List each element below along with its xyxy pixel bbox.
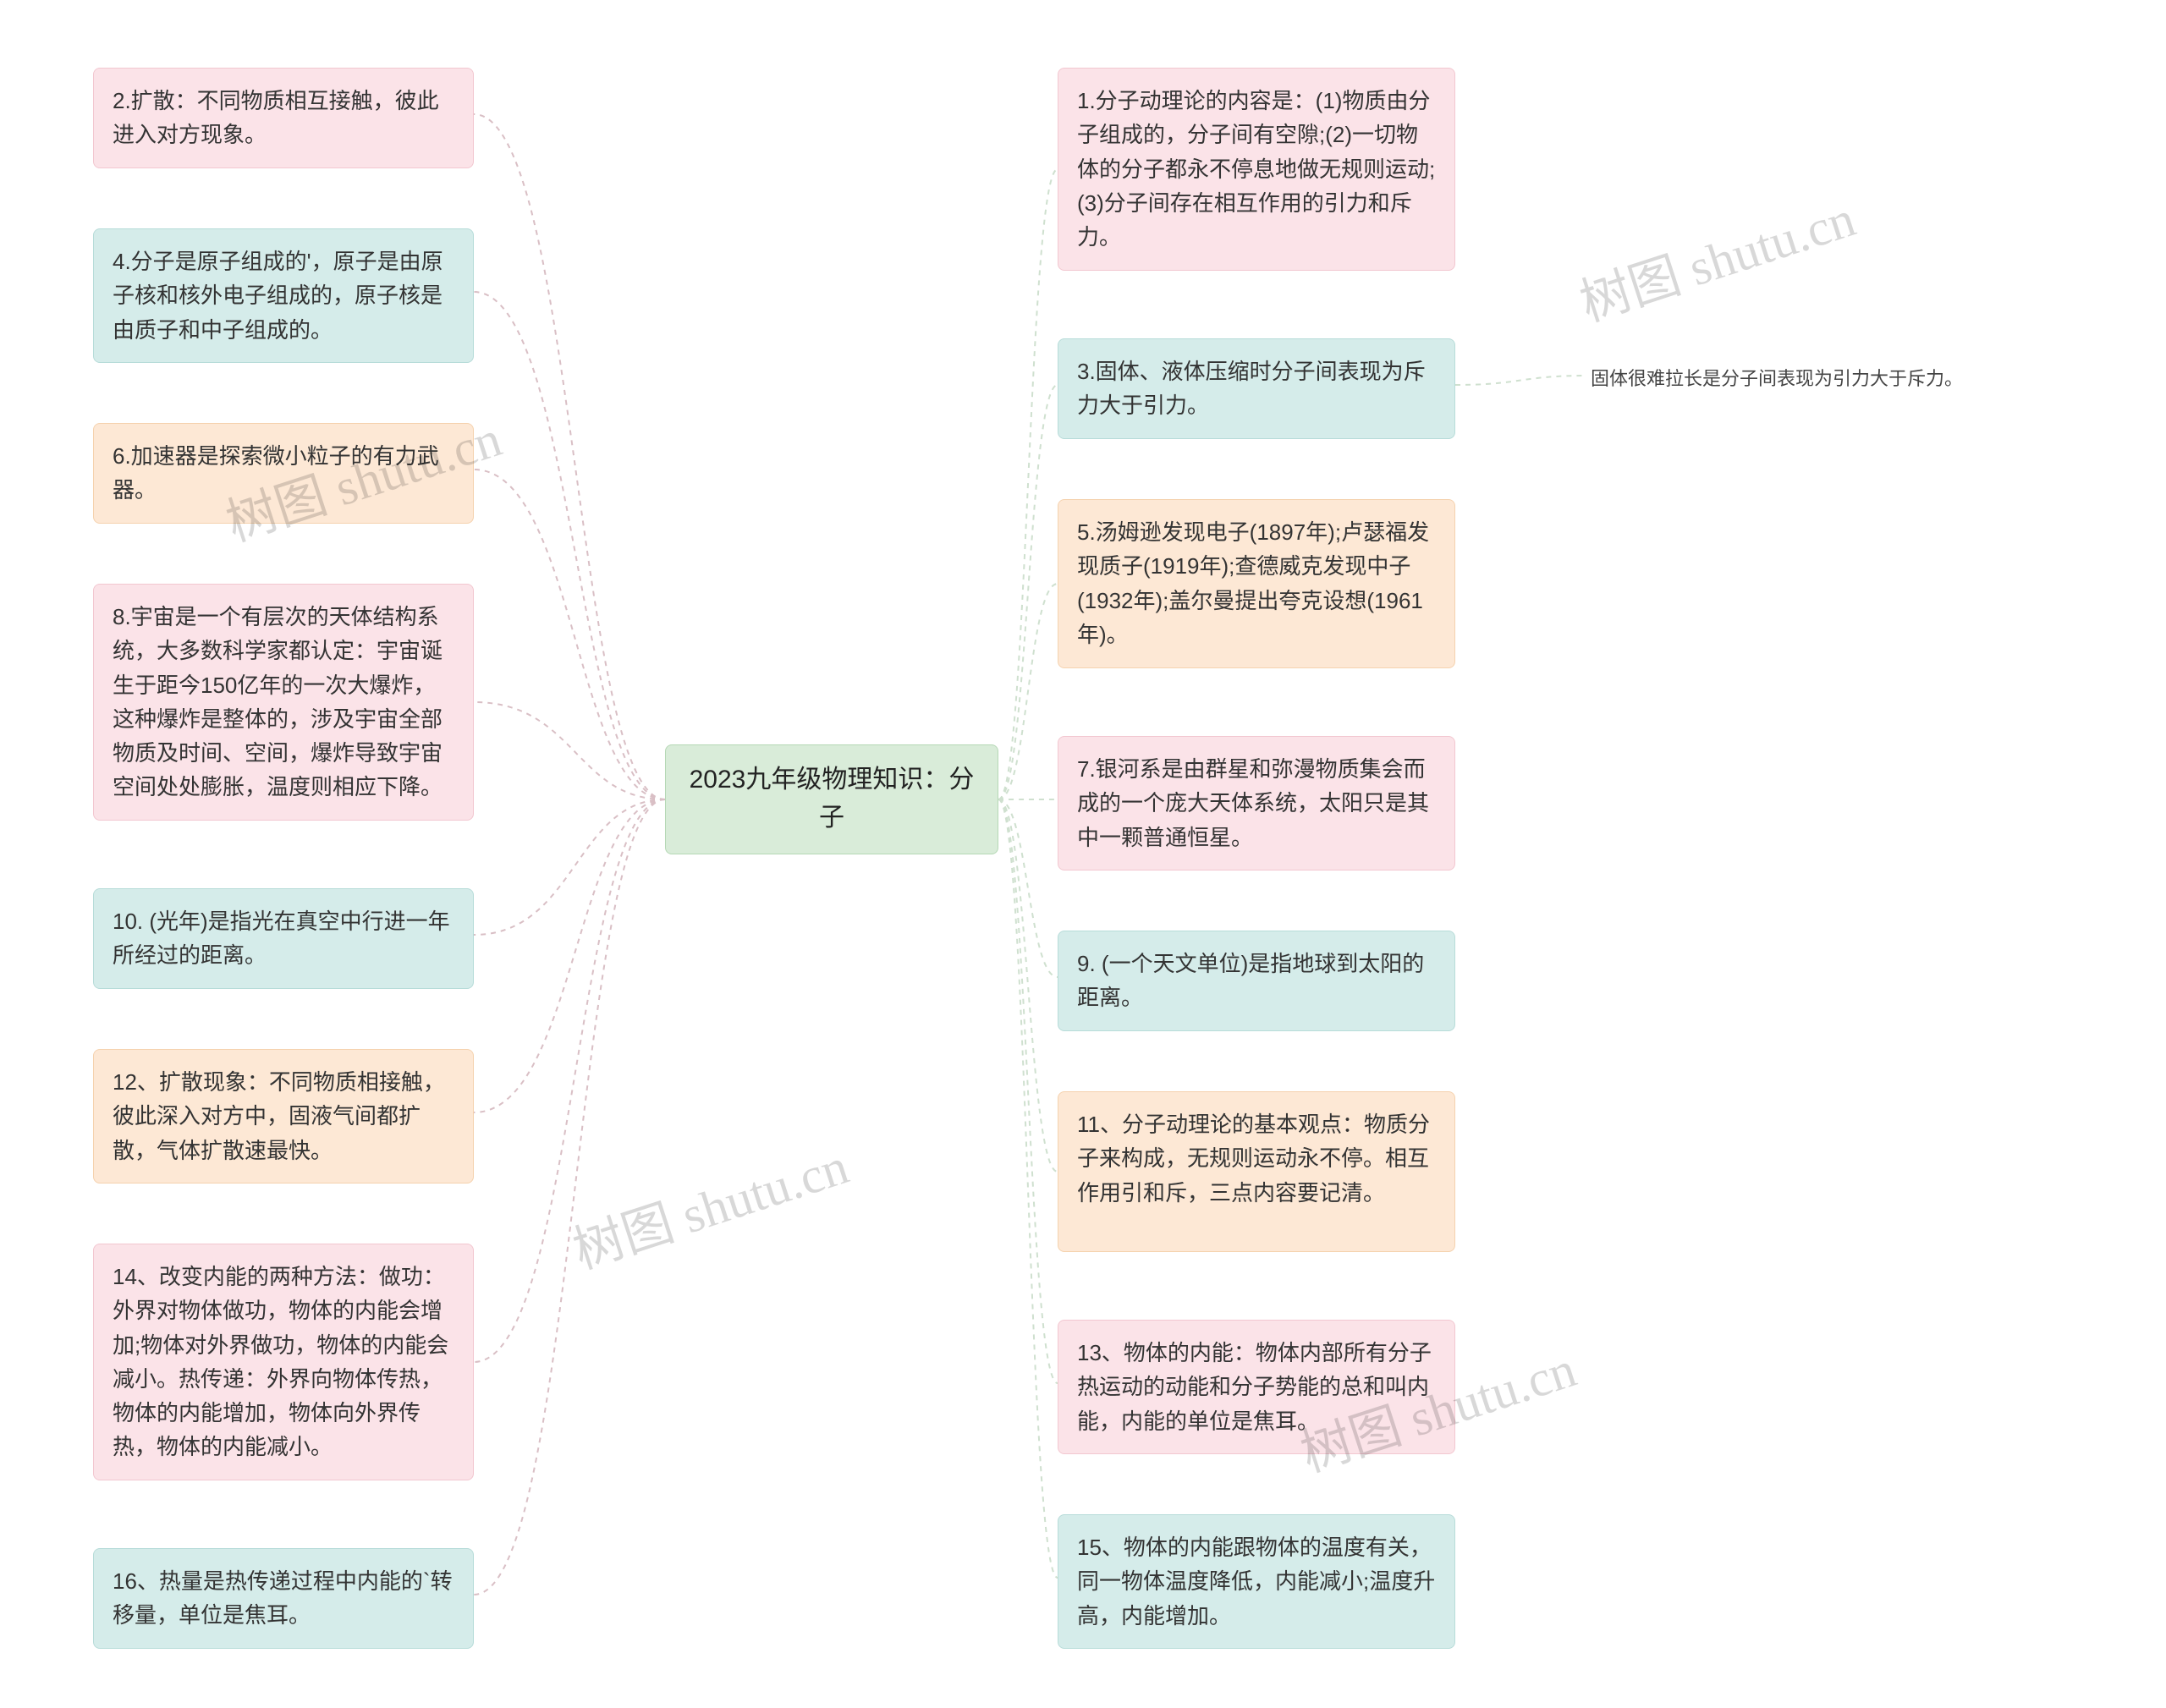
watermark: 树图 shutu.cn	[563, 1125, 856, 1283]
left-node: 4.分子是原子组成的'，原子是由原子核和核外电子组成的，原子核是由质子和中子组成…	[93, 228, 474, 363]
right-node: 5.汤姆逊发现电子(1897年);卢瑟福发现质子(1919年);查德威克发现中子…	[1058, 499, 1455, 668]
center-node: 2023九年级物理知识：分子	[665, 744, 998, 854]
right-node: 9. (一个天文单位)是指地球到太阳的距离。	[1058, 931, 1455, 1031]
sub-note: 固体很难拉长是分子间表现为引力大于斥力。	[1591, 364, 1963, 391]
left-node: 16、热量是热传递过程中内能的`转移量，单位是焦耳。	[93, 1548, 474, 1649]
right-node: 3.固体、液体压缩时分子间表现为斥力大于引力。	[1058, 338, 1455, 439]
left-node: 8.宇宙是一个有层次的天体结构系统，大多数科学家都认定：宇宙诞生于距今150亿年…	[93, 584, 474, 821]
left-node: 2.扩散：不同物质相互接触，彼此进入对方现象。	[93, 68, 474, 168]
right-node: 7.银河系是由群星和弥漫物质集会而成的一个庞大天体系统，太阳只是其中一颗普通恒星…	[1058, 736, 1455, 870]
left-node: 12、扩散现象：不同物质相接触，彼此深入对方中，固液气间都扩散，气体扩散速最快。	[93, 1049, 474, 1184]
watermark: 树图 shutu.cn	[1570, 178, 1863, 336]
left-node: 14、改变内能的两种方法：做功：外界对物体做功，物体的内能会增加;物体对外界做功…	[93, 1244, 474, 1480]
left-node: 10. (光年)是指光在真空中行进一年所经过的距离。	[93, 888, 474, 989]
right-node: 1.分子动理论的内容是：(1)物质由分子组成的，分子间有空隙;(2)一切物体的分…	[1058, 68, 1455, 271]
right-node: 15、物体的内能跟物体的温度有关，同一物体温度降低，内能减小;温度升高，内能增加…	[1058, 1514, 1455, 1649]
right-node: 13、物体的内能：物体内部所有分子热运动的动能和分子势能的总和叫内能，内能的单位…	[1058, 1320, 1455, 1454]
right-node: 11、分子动理论的基本观点：物质分子来构成，无规则运动永不停。相互作用引和斥，三…	[1058, 1091, 1455, 1252]
left-node: 6.加速器是探索微小粒子的有力武器。	[93, 423, 474, 524]
